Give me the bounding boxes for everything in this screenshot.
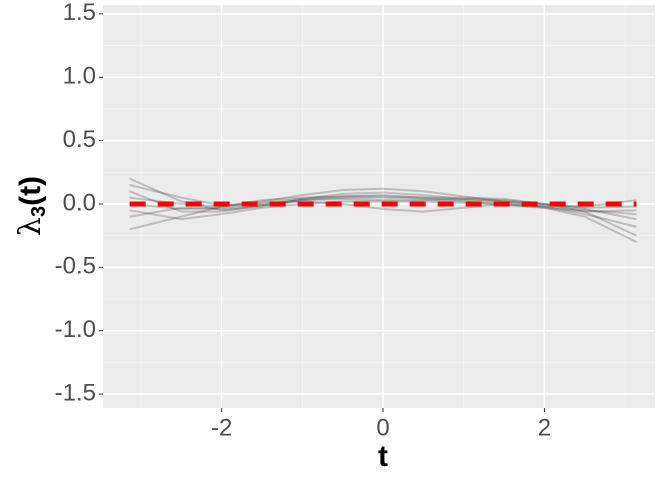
- series-line: [129, 190, 637, 213]
- x-tick-label: -2: [211, 414, 232, 441]
- series-line: [129, 195, 637, 237]
- series-line: [129, 194, 637, 216]
- y-tick-label: 0.0: [63, 189, 96, 216]
- x-tick-label: 2: [538, 414, 551, 441]
- x-tick-label: 0: [376, 414, 389, 441]
- x-axis-label: t: [378, 440, 388, 473]
- y-tick-label: 0.5: [63, 126, 96, 153]
- y-tick-label: -0.5: [55, 253, 96, 280]
- panel: [103, 5, 655, 408]
- series-line: [129, 187, 637, 208]
- y-tick-label: -1.0: [55, 316, 96, 343]
- y-label-subscript: 3: [28, 206, 50, 217]
- y-label-suffix: (t): [14, 176, 47, 206]
- y-axis-label: λ3(t): [13, 176, 50, 236]
- series-line: [129, 177, 637, 221]
- y-tick-label: 1.5: [63, 0, 96, 26]
- y-tick-label: 1.0: [63, 63, 96, 90]
- y-tick-label: -1.5: [55, 379, 96, 406]
- series-line: [129, 200, 637, 228]
- series-line: [129, 200, 637, 243]
- y-label-symbol: λ: [13, 217, 48, 236]
